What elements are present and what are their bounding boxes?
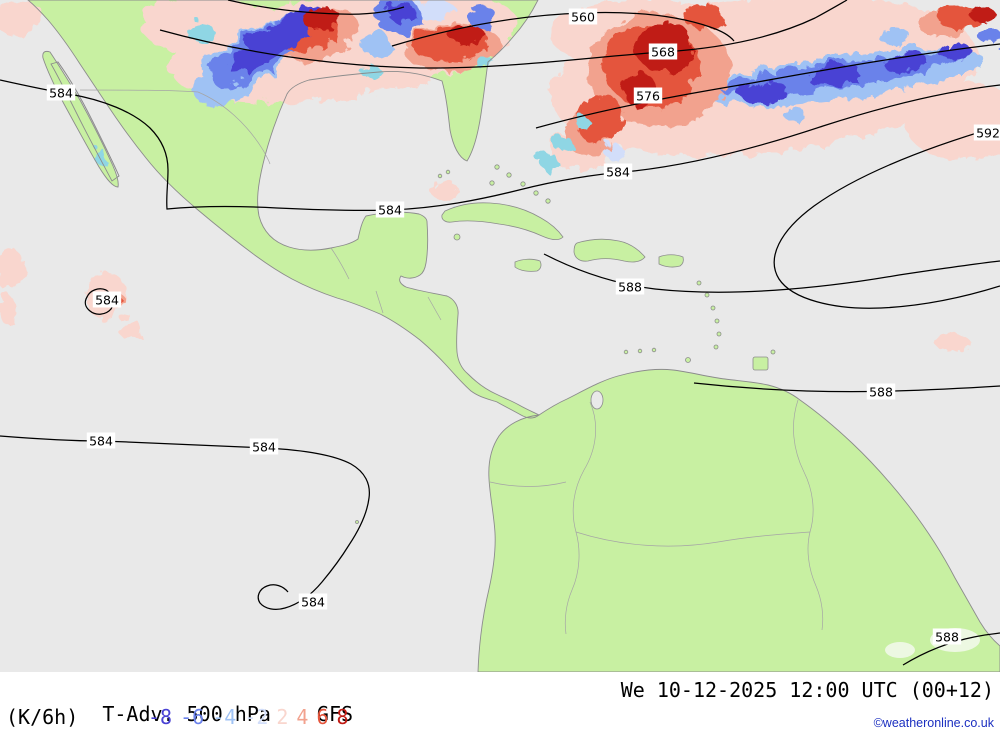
legend-top-row: T-Adv. 500 hPa GFS We 10-12-2025 12:00 UT… bbox=[6, 678, 994, 733]
contour-label-box bbox=[249, 438, 279, 455]
contour-label: 584 bbox=[49, 86, 73, 101]
contour-label: 584 bbox=[252, 440, 276, 455]
contour-588-upper bbox=[543, 253, 1000, 293]
contour-label: 584 bbox=[301, 595, 325, 610]
contour-label: 584 bbox=[606, 165, 630, 180]
contour-label: 588 bbox=[935, 630, 959, 645]
copyright-link[interactable]: ©weatheronline.co.uk bbox=[873, 716, 994, 730]
contour-label: 588 bbox=[618, 280, 642, 295]
scale-value-4: 4 bbox=[296, 705, 309, 729]
contour-label-box bbox=[375, 201, 405, 218]
model-name: GFS bbox=[316, 702, 354, 726]
contour-592 bbox=[773, 125, 1000, 309]
contour-label-box bbox=[648, 43, 678, 60]
contour-label: 584 bbox=[378, 203, 402, 218]
contour-label-box bbox=[866, 383, 896, 400]
scale-value--4: -4 bbox=[212, 705, 237, 729]
map-svg: 560 568 576 584 592 584 584 588 584 588 584 584 584 5… bbox=[0, 0, 1000, 672]
jamaica bbox=[514, 258, 542, 272]
contour-label: 568 bbox=[651, 45, 675, 60]
scale-value--2: -2 bbox=[244, 705, 269, 729]
map-canvas: 560 568 576 584 592 584 584 588 584 588 584 584 584 5… bbox=[0, 0, 1000, 672]
unit-label: (K/6h) bbox=[6, 705, 79, 729]
contour-label-box bbox=[86, 432, 116, 449]
contour-588-south bbox=[902, 632, 1000, 666]
contour-label-box bbox=[298, 593, 328, 610]
contour-labels: 560 568 576 584 592 584 584 588 584 588 584 584 584 5… bbox=[46, 8, 1000, 645]
product-title: T-Adv. 500 hPa bbox=[102, 702, 271, 726]
valid-datetime: We 10-12-2025 12:00 UTC (00+12) bbox=[620, 678, 994, 702]
trinidad bbox=[752, 356, 769, 371]
scale-value-8: 8 bbox=[336, 705, 349, 729]
contour-label-box bbox=[92, 291, 122, 308]
scale-value-2: 2 bbox=[276, 705, 289, 729]
geopotential-contours bbox=[0, 0, 1000, 666]
scale-value--6: -6 bbox=[180, 705, 205, 729]
contour-584-main bbox=[0, 79, 1000, 212]
legend-bar: T-Adv. 500 hPa GFS We 10-12-2025 12:00 UT… bbox=[0, 672, 1000, 733]
contour-label-box bbox=[973, 124, 1000, 141]
hispaniola bbox=[573, 238, 646, 263]
contour-576 bbox=[535, 43, 1000, 129]
contour-label: 584 bbox=[95, 293, 119, 308]
scale-value-6: 6 bbox=[316, 705, 329, 729]
contour-label: 588 bbox=[869, 385, 893, 400]
contour-560 bbox=[391, 11, 735, 47]
contour-label-box bbox=[46, 84, 76, 101]
contour-584-pacific bbox=[0, 435, 370, 610]
color-scale: -8 -6 -4 -2 2 4 6 8 bbox=[148, 705, 349, 729]
contour-label-box bbox=[633, 87, 663, 104]
scale-value--8: -8 bbox=[148, 705, 173, 729]
islands bbox=[355, 164, 776, 524]
contour-584-closed bbox=[84, 288, 114, 315]
contour-label: 584 bbox=[89, 434, 113, 449]
contour-label-box bbox=[615, 278, 645, 295]
country-borders bbox=[79, 89, 824, 635]
contour-label-box bbox=[932, 628, 962, 645]
contour-568 bbox=[159, 0, 848, 69]
puerto-rico bbox=[658, 254, 684, 268]
contour-label-box bbox=[603, 163, 633, 180]
contour-label-box bbox=[568, 8, 598, 25]
cuba bbox=[441, 202, 564, 240]
contour-label: 592 bbox=[976, 126, 1000, 141]
product-block: T-Adv. 500 hPa GFS bbox=[6, 678, 353, 733]
lake-maracaibo bbox=[590, 390, 604, 410]
contour-label: 576 bbox=[636, 89, 660, 104]
contour-label: 560 bbox=[571, 10, 595, 25]
